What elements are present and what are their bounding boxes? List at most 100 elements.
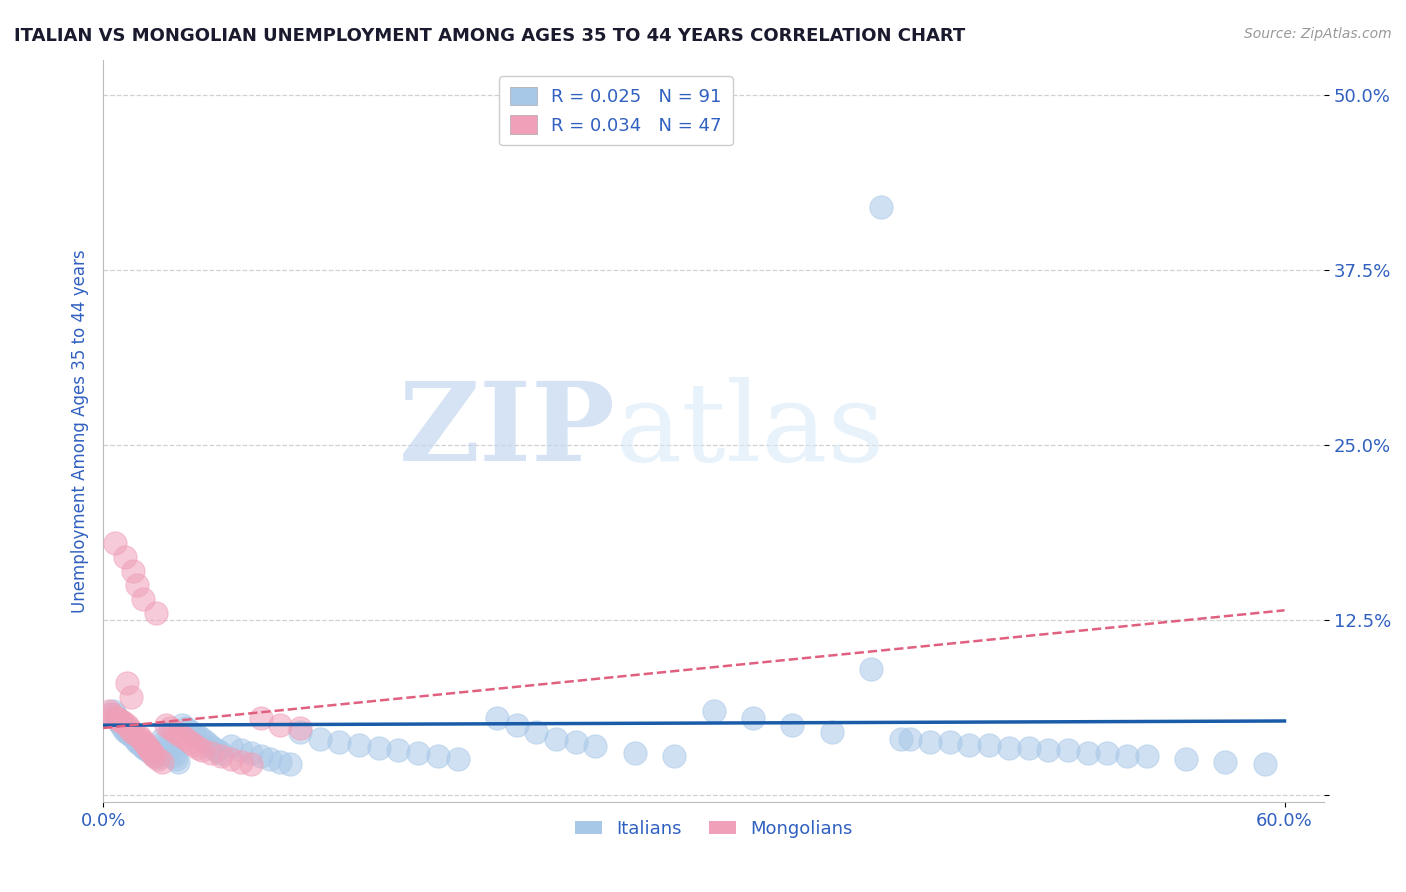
Point <box>524 725 547 739</box>
Point <box>485 711 508 725</box>
Point <box>1175 752 1198 766</box>
Point <box>118 726 141 740</box>
Point <box>998 740 1021 755</box>
Text: ZIP: ZIP <box>399 377 616 484</box>
Point <box>105 711 128 725</box>
Point <box>153 735 176 749</box>
Point <box>120 690 142 705</box>
Point <box>939 735 962 749</box>
Point <box>406 746 429 760</box>
Point <box>328 735 350 749</box>
Point <box>115 718 138 732</box>
Point <box>202 740 225 755</box>
Point <box>104 706 127 721</box>
Point <box>187 730 209 744</box>
Point <box>101 704 124 718</box>
Point <box>138 743 160 757</box>
Point <box>105 711 128 725</box>
Point <box>108 713 131 727</box>
Point <box>135 742 157 756</box>
Point <box>900 732 922 747</box>
Point <box>148 750 170 764</box>
Point <box>163 723 186 738</box>
Point <box>920 735 942 749</box>
Text: ITALIAN VS MONGOLIAN UNEMPLOYMENT AMONG AGES 35 TO 44 YEARS CORRELATION CHART: ITALIAN VS MONGOLIAN UNEMPLOYMENT AMONG … <box>14 27 966 45</box>
Point <box>259 752 281 766</box>
Point <box>239 757 262 772</box>
Point <box>163 749 186 764</box>
Point <box>160 746 183 760</box>
Point <box>150 732 173 747</box>
Point <box>347 738 370 752</box>
Point <box>780 718 803 732</box>
Point <box>1136 749 1159 764</box>
Point <box>129 732 152 747</box>
Point <box>200 746 222 760</box>
Point <box>139 745 162 759</box>
Point <box>198 738 221 752</box>
Point <box>138 740 160 755</box>
Y-axis label: Unemployment Among Ages 35 to 44 years: Unemployment Among Ages 35 to 44 years <box>72 249 89 613</box>
Point <box>124 732 146 747</box>
Point <box>308 732 330 747</box>
Point <box>367 740 389 755</box>
Point <box>111 715 134 730</box>
Point <box>134 740 156 755</box>
Point <box>121 730 143 744</box>
Point <box>128 736 150 750</box>
Point <box>110 718 132 732</box>
Point <box>278 757 301 772</box>
Point <box>179 723 201 738</box>
Point <box>141 746 163 760</box>
Point <box>239 746 262 760</box>
Point <box>145 606 167 620</box>
Point <box>249 711 271 725</box>
Point <box>167 755 190 769</box>
Point <box>870 200 893 214</box>
Point <box>183 726 205 740</box>
Point <box>125 735 148 749</box>
Point <box>890 732 912 747</box>
Point <box>108 715 131 730</box>
Point <box>979 738 1001 752</box>
Point <box>114 723 136 738</box>
Point <box>125 578 148 592</box>
Point <box>1018 740 1040 755</box>
Point <box>1077 746 1099 760</box>
Point <box>446 752 468 766</box>
Point <box>229 755 252 769</box>
Point <box>143 749 166 764</box>
Point <box>821 725 844 739</box>
Point <box>219 739 242 754</box>
Point <box>194 735 217 749</box>
Point <box>170 718 193 732</box>
Point <box>100 706 122 721</box>
Point <box>190 743 212 757</box>
Point <box>110 714 132 728</box>
Point <box>288 725 311 739</box>
Point <box>120 723 142 738</box>
Point <box>1097 746 1119 760</box>
Point <box>219 752 242 766</box>
Point <box>1254 757 1277 772</box>
Point <box>209 749 232 764</box>
Point <box>120 728 142 742</box>
Point <box>104 536 127 550</box>
Point <box>167 726 190 740</box>
Point <box>544 732 567 747</box>
Point <box>159 743 181 757</box>
Point <box>179 735 201 749</box>
Point <box>860 662 883 676</box>
Point <box>1215 755 1237 769</box>
Point <box>139 743 162 757</box>
Point <box>115 676 138 690</box>
Text: atlas: atlas <box>616 377 886 484</box>
Point <box>115 725 138 739</box>
Point <box>174 732 197 747</box>
Point <box>1038 743 1060 757</box>
Point <box>288 721 311 735</box>
Point <box>207 743 229 757</box>
Point <box>229 743 252 757</box>
Point <box>114 549 136 564</box>
Point <box>131 739 153 754</box>
